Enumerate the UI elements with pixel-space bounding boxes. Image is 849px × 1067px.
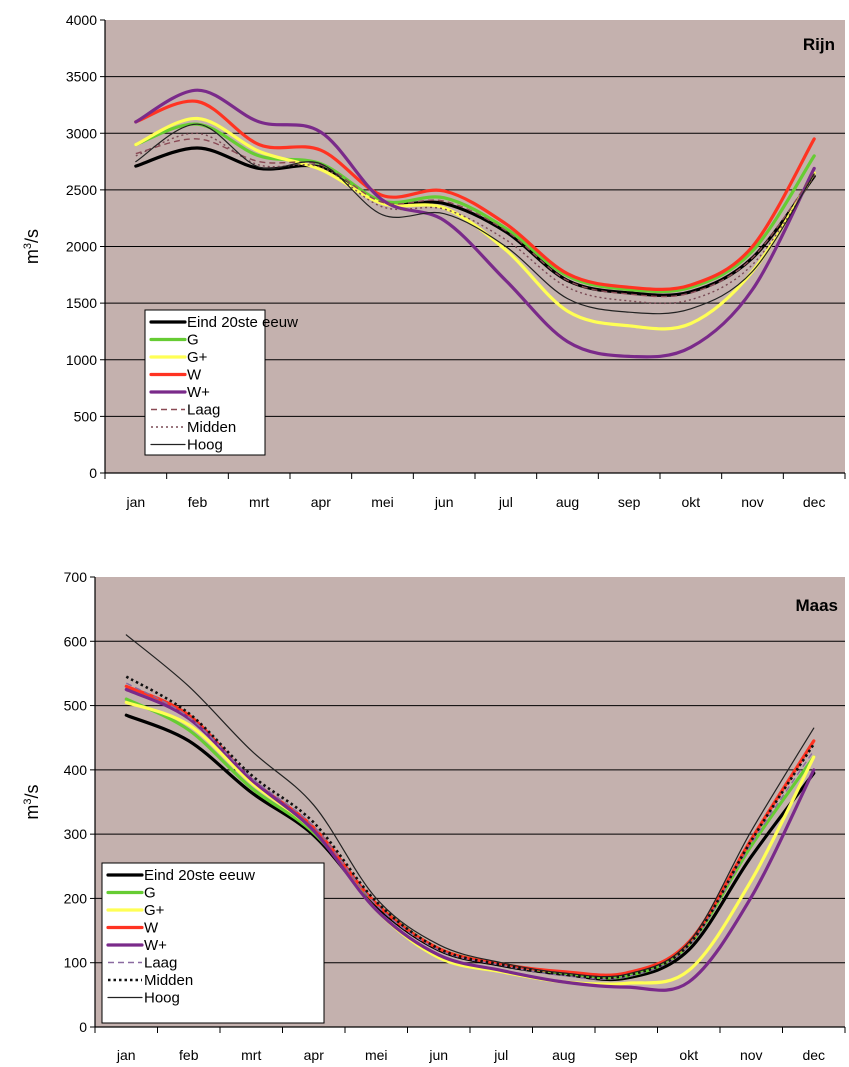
x-tick-label: jan <box>116 1047 136 1063</box>
x-tick-label: jun <box>434 494 454 510</box>
y-tick-label: 0 <box>79 1019 87 1035</box>
legend-label: Midden <box>144 972 193 989</box>
y-tick-label: 300 <box>64 826 88 842</box>
legend-label: Laag <box>144 955 177 972</box>
x-tick-label: apr <box>304 1047 325 1063</box>
x-tick-label: jan <box>125 494 145 510</box>
legend-label: G <box>144 885 156 902</box>
y-tick-label: 200 <box>64 890 88 906</box>
legend-label: Eind 20ste eeuw <box>187 314 298 331</box>
x-tick-label: nov <box>740 1047 763 1063</box>
legend-label: W+ <box>144 937 167 954</box>
legend-label: Hoog <box>187 437 223 454</box>
y-axis-label: m3/s <box>22 784 42 819</box>
legend-label: Eind 20ste eeuw <box>144 867 255 884</box>
x-tick-label: apr <box>311 494 332 510</box>
series-line-midden <box>135 132 815 305</box>
x-tick-label: mei <box>365 1047 388 1063</box>
y-tick-label: 700 <box>64 569 88 585</box>
x-tick-label: dec <box>803 494 826 510</box>
legend-label: Midden <box>187 419 236 436</box>
chart-title: Rijn <box>803 35 835 54</box>
series-line-eind-20ste-eeuw <box>134 146 816 297</box>
y-axis-label: m3/s <box>22 229 42 264</box>
maas-chart: 0 100 200 300 400 500 600 700 jan feb mrt apr mei jun… <box>22 569 846 1063</box>
y-axis-label-sup: 3 <box>22 798 34 804</box>
y-tick-label: 500 <box>64 698 88 714</box>
legend-label: Hoog <box>144 990 180 1007</box>
series-line-hoog <box>125 634 815 978</box>
series-line-w <box>134 99 816 292</box>
x-tick-label: aug <box>552 1047 575 1063</box>
legend-box <box>101 862 325 1024</box>
y-axis-label-base: m <box>22 249 42 264</box>
x-tick-label: jul <box>493 1047 508 1063</box>
x-tick-label: nov <box>741 494 764 510</box>
y-tick-label: 3500 <box>66 69 97 85</box>
y-tick-label: 1000 <box>66 352 97 368</box>
x-tick-label: feb <box>179 1047 199 1063</box>
x-tick-label: sep <box>615 1047 638 1063</box>
y-axis-label-base: m <box>22 805 42 820</box>
y-tick-label: 3000 <box>66 125 97 141</box>
y-axis-label-rest: /s <box>22 784 42 798</box>
legend-label: Laag <box>187 402 220 419</box>
x-tick-label: okt <box>681 494 700 510</box>
rijn-chart: 0 500 1000 1500 2000 2500 3000 3500 4000 jan feb mr… <box>22 12 846 510</box>
series-line-laag <box>125 682 815 980</box>
legend-label: W <box>187 367 202 384</box>
x-tick-label: aug <box>556 494 579 510</box>
x-tick-label: sep <box>618 494 641 510</box>
legend-box <box>144 309 266 456</box>
y-tick-label: 100 <box>64 955 88 971</box>
y-tick-label: 600 <box>64 633 88 649</box>
y-tick-label: 400 <box>64 762 88 778</box>
series-line-hoog <box>135 123 815 315</box>
x-tick-label: dec <box>802 1047 825 1063</box>
x-tick-label: jun <box>428 1047 448 1063</box>
y-tick-label: 2500 <box>66 182 97 198</box>
legend-label: W+ <box>187 384 210 401</box>
x-tick-label: jul <box>498 494 513 510</box>
y-tick-label: 1500 <box>66 295 97 311</box>
y-tick-label: 2000 <box>66 239 97 255</box>
legend-label: G <box>187 332 199 349</box>
series-line-g- <box>134 116 816 331</box>
x-tick-label: mrt <box>241 1047 261 1063</box>
series-line-g- <box>124 700 816 986</box>
series-line-w- <box>124 687 816 992</box>
y-tick-label: 4000 <box>66 12 97 28</box>
series-line-midden <box>125 675 815 980</box>
x-tick-label: feb <box>188 494 208 510</box>
legend-label: W <box>144 920 159 937</box>
series-line-w- <box>134 88 816 359</box>
y-axis-label-sup: 3 <box>22 243 34 249</box>
legend-label: G+ <box>187 349 208 366</box>
y-axis-label-rest: /s <box>22 229 42 243</box>
chart-title: Maas <box>795 596 838 615</box>
x-tick-label: mrt <box>249 494 269 510</box>
y-tick-label: 500 <box>74 408 98 424</box>
x-tick-label: mei <box>371 494 394 510</box>
legend-label: G+ <box>144 902 165 919</box>
series-line-laag <box>135 138 815 298</box>
y-tick-label: 0 <box>89 465 97 481</box>
series-line-g <box>134 122 816 294</box>
x-tick-label: okt <box>679 1047 698 1063</box>
